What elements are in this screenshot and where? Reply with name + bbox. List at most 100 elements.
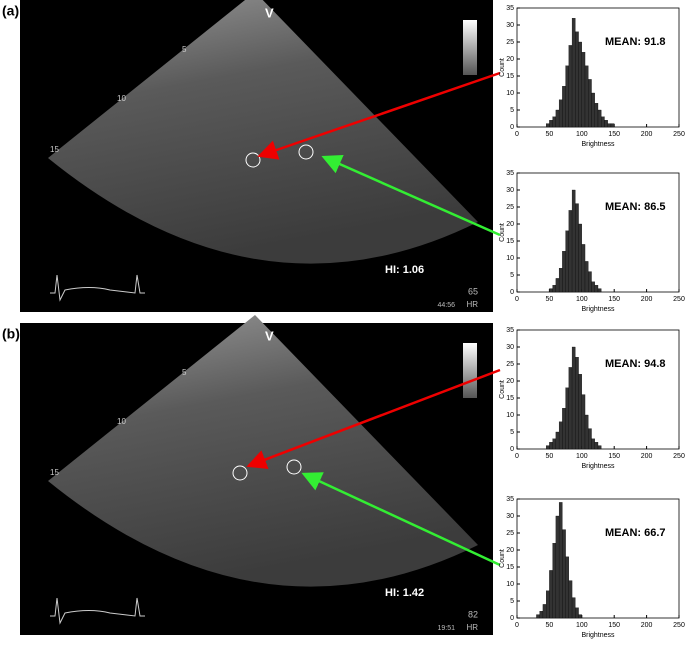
histogram-bar (555, 515, 560, 619)
histogram-bar (581, 394, 586, 450)
y-tick-label: 20 (506, 56, 514, 63)
mean-annotation: MEAN: 66.7 (605, 527, 666, 539)
y-tick-label: 25 (506, 204, 514, 211)
x-tick-label: 150 (608, 453, 620, 460)
y-tick-label: 25 (506, 39, 514, 46)
heart-rate: 82 (468, 609, 478, 619)
hr-unit: HR (466, 300, 478, 309)
histogram-bar (568, 367, 573, 450)
x-tick-label: 200 (641, 453, 653, 460)
mean-annotation: MEAN: 94.8 (605, 358, 666, 370)
y-tick-label: 35 (506, 327, 514, 334)
probe-marker: V (265, 328, 274, 343)
x-tick-label: 50 (546, 131, 554, 138)
histogram-bar (588, 79, 592, 128)
x-tick-label: 50 (546, 622, 554, 629)
histogram-bar (591, 438, 595, 450)
y-tick-label: 5 (510, 107, 514, 114)
histogram-bar (549, 120, 553, 128)
histogram-bar (549, 570, 553, 619)
y-tick-label: 20 (506, 547, 514, 554)
arrow-green (321, 154, 501, 237)
histogram-bar (562, 408, 566, 450)
histogram-bar (568, 45, 573, 128)
y-tick-label: 30 (506, 513, 514, 520)
histogram-bar (610, 123, 615, 128)
ecg-trace (50, 274, 145, 302)
x-axis-label: Brightness (581, 141, 615, 148)
plot-frame (516, 498, 680, 619)
histogram-bar (594, 442, 599, 450)
y-tick-label: 10 (506, 90, 514, 97)
histogram-bar (594, 103, 599, 128)
y-tick-label: 5 (510, 598, 514, 605)
histogram-bar (584, 414, 589, 450)
x-axis-label: Brightness (581, 463, 615, 470)
y-axis-label: Count (499, 223, 506, 242)
histogram-bar (584, 65, 589, 128)
histogram-bar (552, 285, 557, 293)
histogram-bar (565, 65, 569, 128)
histogram-bar (578, 41, 582, 128)
mean-annotation: MEAN: 86.5 (605, 201, 666, 213)
y-tick-label: 25 (506, 530, 514, 537)
gray-scale-bar (463, 20, 477, 75)
y-tick-label: 0 (510, 289, 514, 296)
histogram-bar (591, 92, 595, 128)
histogram-bar (546, 123, 550, 128)
y-tick-label: 5 (510, 429, 514, 436)
y-tick-label: 15 (506, 73, 514, 80)
y-axis-label: Count (499, 58, 506, 77)
x-tick-label: 150 (608, 131, 620, 138)
depth-mark: 5 (182, 368, 187, 377)
y-tick-label: 35 (506, 496, 514, 503)
y-tick-label: 30 (506, 344, 514, 351)
histogram-bar (578, 223, 582, 293)
y-tick-label: 15 (506, 238, 514, 245)
histogram-bar (594, 285, 599, 293)
y-tick-label: 0 (510, 446, 514, 453)
histogram-bar (597, 445, 602, 450)
histogram-bar (597, 109, 602, 128)
y-tick-label: 10 (506, 412, 514, 419)
histogram-bar (552, 438, 557, 450)
x-tick-label: 100 (576, 131, 588, 138)
x-tick-label: 50 (546, 296, 554, 303)
roi-circle (232, 465, 248, 481)
roi-circle (298, 144, 314, 160)
panel-label: (a) (2, 3, 19, 19)
histogram-bar (578, 374, 582, 450)
x-tick-label: 250 (673, 296, 685, 303)
histogram-bar (546, 445, 550, 450)
histogram-bar (558, 502, 563, 619)
y-axis-label: Count (499, 549, 506, 568)
histogram-bar (562, 251, 566, 293)
histogram-bar (575, 607, 579, 619)
heterogeneity-index: HI: 1.06 (385, 264, 424, 276)
histogram-bar (562, 86, 566, 128)
time: 19:51 (437, 625, 455, 632)
histogram-bar (588, 428, 592, 450)
histogram-bar (568, 580, 573, 619)
histogram-bar (581, 52, 586, 128)
x-tick-label: 0 (515, 453, 519, 460)
heterogeneity-index: HI: 1.42 (385, 587, 424, 599)
histogram-bar (558, 268, 563, 293)
y-axis-label: Count (499, 380, 506, 399)
x-axis-label: Brightness (581, 632, 615, 639)
ecg-trace (50, 597, 145, 625)
histogram-bar (575, 203, 579, 293)
histogram-bar (539, 611, 544, 619)
x-tick-label: 100 (576, 453, 588, 460)
histogram-bar (549, 288, 553, 293)
histogram-bar (565, 387, 569, 450)
histogram-bar (555, 431, 560, 450)
y-tick-label: 15 (506, 564, 514, 571)
x-tick-label: 100 (576, 296, 588, 303)
histogram-bar (607, 123, 612, 128)
depth-mark: 10 (117, 417, 126, 426)
x-tick-label: 250 (673, 453, 685, 460)
x-axis-label: Brightness (581, 306, 615, 313)
histogram-bar (555, 109, 560, 128)
